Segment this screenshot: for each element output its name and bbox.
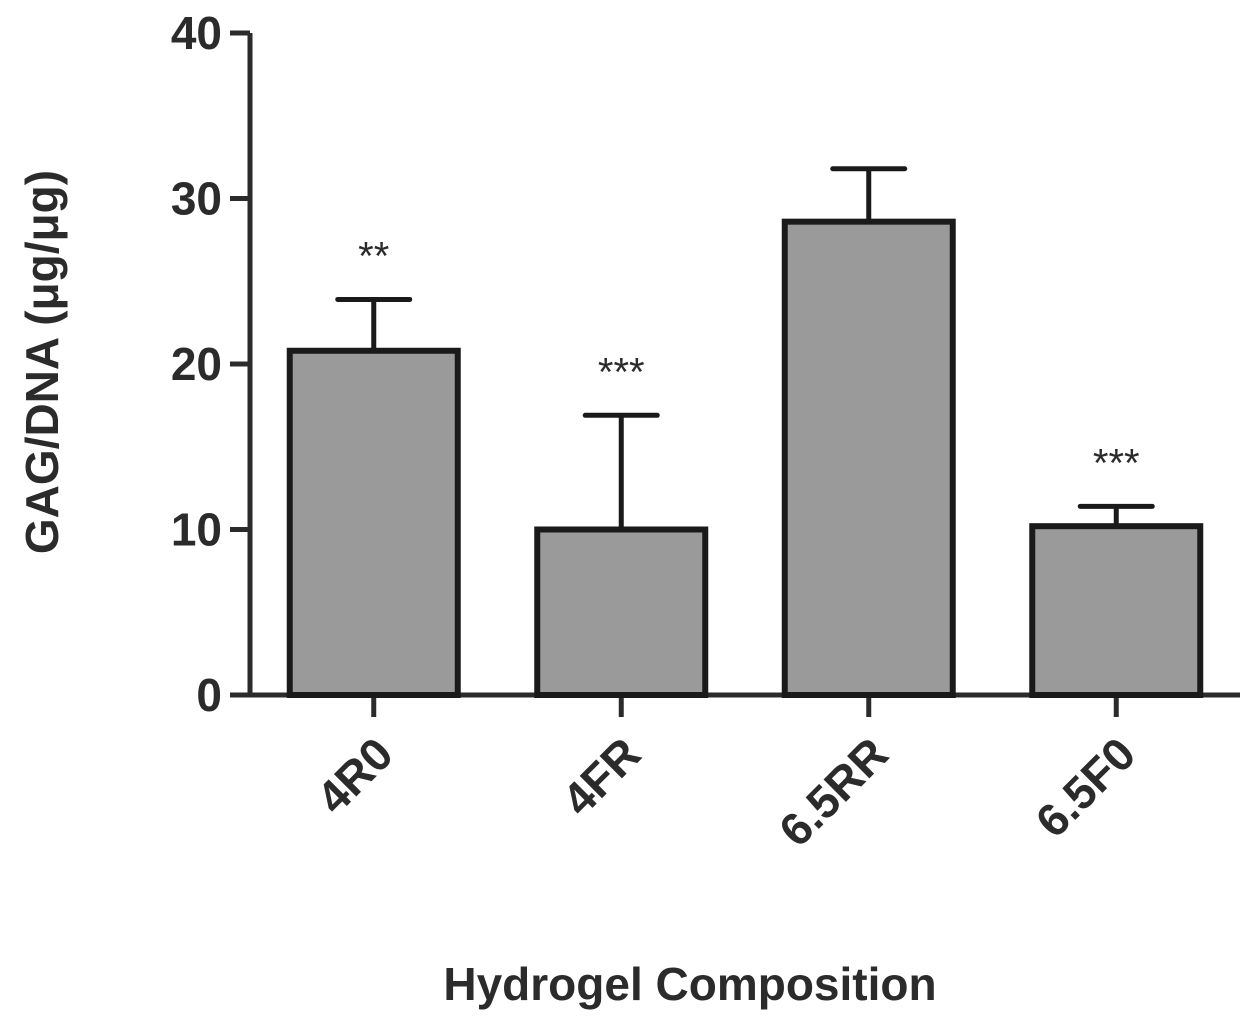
y-axis: 0 10 20 30 40: [171, 7, 253, 721]
significance-label: ***: [1093, 441, 1140, 485]
x-tick-label: 4FR: [552, 727, 650, 825]
x-axis: 4R0 4FR 6.5RR 6.5F0: [250, 692, 1240, 856]
y-axis-title: GAG/DNA (μg/μg): [16, 170, 68, 554]
bar: [1029, 523, 1204, 698]
significance-label: **: [358, 234, 389, 278]
significance-label: ***: [598, 350, 645, 394]
y-tick-label: 40: [171, 7, 222, 59]
x-tick-label: 6.5RR: [769, 727, 898, 856]
bar: [286, 347, 461, 698]
bar: [781, 218, 956, 698]
y-tick-label: 30: [171, 173, 222, 225]
y-tick-label: 10: [171, 504, 222, 556]
bars: ********: [286, 166, 1204, 698]
bar: [534, 526, 709, 698]
x-tick-label: 6.5F0: [1025, 727, 1145, 847]
x-tick-label: 4R0: [306, 727, 402, 823]
x-axis-title: Hydrogel Composition: [443, 958, 936, 1010]
y-tick-label: 20: [171, 338, 222, 390]
y-tick-label: 0: [196, 669, 222, 721]
